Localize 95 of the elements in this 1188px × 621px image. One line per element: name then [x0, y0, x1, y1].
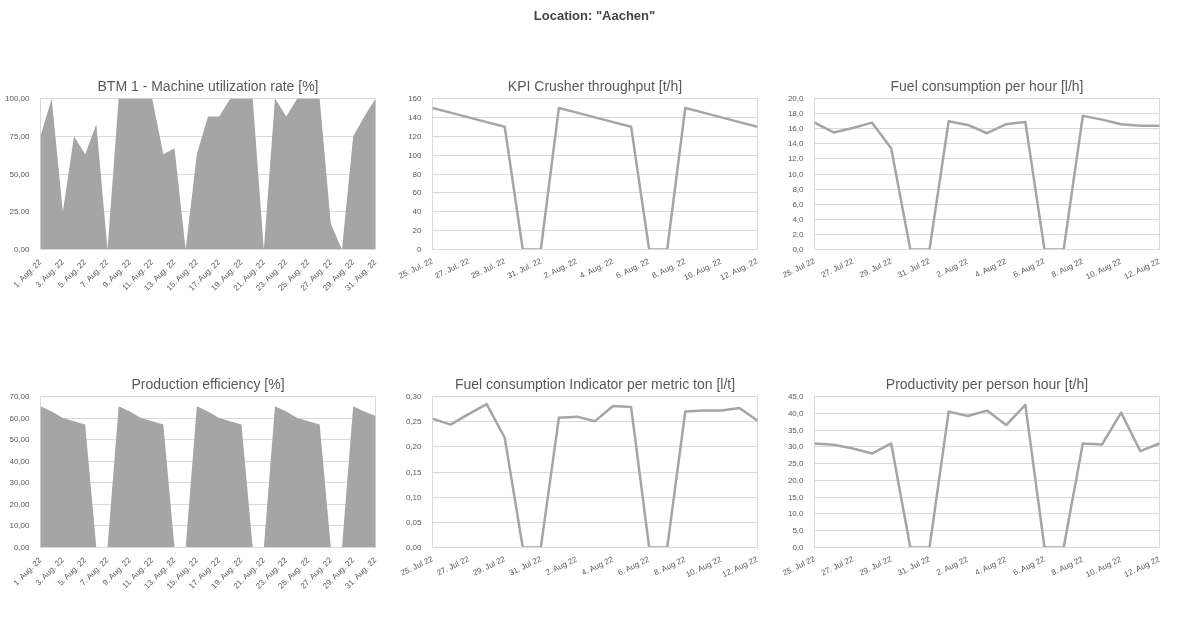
- y-tick-label: 40: [412, 207, 423, 217]
- x-tick-label: 4. Aug. 22: [578, 256, 616, 281]
- y-tick-label: 45,0: [787, 392, 805, 401]
- x-tick-label: 31. Jul. 22: [505, 256, 544, 281]
- x-tick-label: 2. Aug 22: [935, 256, 970, 280]
- y-tick-label: 10,0: [787, 509, 805, 519]
- x-tick-label: 29. Jul 22: [857, 554, 894, 578]
- x-tick-label: 29. Jul 22: [857, 256, 894, 280]
- y-tick-label: 5,0: [792, 526, 805, 536]
- line-series: [432, 106, 758, 250]
- x-tick-label: 8. Aug 22: [1050, 256, 1085, 280]
- y-tick-label: 50,00: [9, 169, 31, 179]
- x-tick-label: 12. Aug 22: [1122, 256, 1162, 282]
- y-tick-label: 12,0: [787, 154, 805, 164]
- y-tick-label: 20,0: [787, 475, 805, 485]
- x-tick-label: 29. Jul. 22: [469, 256, 508, 281]
- chart-title: Productivity per person hour [t/h]: [885, 375, 1089, 392]
- y-tick-label: 100: [408, 150, 423, 160]
- y-tick-label: 0,10: [405, 492, 423, 502]
- chart-title: Fuel consumption per hour [l/h]: [890, 77, 1084, 94]
- x-tick-label: 27. Jul 22: [435, 554, 472, 578]
- chart-title: KPI Crusher throughput [t/h]: [507, 77, 683, 94]
- x-tick-label: 31. Jul 22: [896, 256, 932, 280]
- y-tick-label: 50,00: [9, 435, 31, 445]
- y-tick-label: 6,0: [792, 199, 805, 209]
- y-tick-label: 8,0: [792, 184, 805, 194]
- y-tick-label: 160: [408, 94, 423, 103]
- x-tick-label: 25. Jul 22: [399, 554, 435, 578]
- chart-title: BTM 1 - Machine utilization rate [%]: [97, 77, 319, 94]
- y-tick-label: 40,00: [9, 456, 31, 466]
- y-tick-label: 0,30: [405, 392, 423, 401]
- y-tick-label: 100,00: [5, 94, 31, 103]
- x-tick-label: 25. Jul 22: [781, 554, 817, 578]
- y-tick-label: 20,0: [787, 94, 805, 103]
- y-tick-label: 0: [417, 245, 423, 254]
- y-tick-label: 40,0: [787, 408, 805, 418]
- x-tick-label: 25. Jul 22: [781, 256, 817, 280]
- line-series: [432, 402, 758, 548]
- y-tick-label: 60: [412, 188, 423, 198]
- x-tick-label: 4. Aug 22: [580, 554, 616, 578]
- x-tick-label: 25. Jul. 22: [397, 256, 435, 281]
- line-series: [814, 114, 1160, 250]
- x-tick-label: 31. Jul 22: [507, 554, 544, 578]
- x-tick-label: 10. Aug 22: [1084, 256, 1124, 282]
- y-tick-label: 10,0: [787, 169, 805, 179]
- y-tick-label: 30,00: [9, 478, 31, 488]
- y-tick-label: 25,00: [9, 207, 31, 217]
- x-tick-label: 12. Aug 22: [1122, 554, 1162, 580]
- y-tick-label: 0,0: [792, 245, 805, 254]
- x-tick-label: 6. Aug 22: [1011, 554, 1047, 578]
- y-tick-label: 18,0: [787, 109, 805, 119]
- y-tick-label: 70,00: [9, 392, 31, 401]
- y-tick-label: 60,00: [9, 413, 31, 423]
- y-tick-label: 0,25: [405, 417, 423, 427]
- x-tick-label: 27. Jul 22: [819, 554, 856, 578]
- x-tick-label: 2. Aug 22: [935, 554, 970, 578]
- y-tick-label: 0,00: [13, 245, 31, 254]
- y-tick-label: 25,0: [787, 459, 805, 469]
- y-tick-label: 140: [408, 112, 423, 122]
- y-tick-label: 0,0: [792, 543, 805, 552]
- x-tick-label: 27. Jul 22: [819, 256, 856, 280]
- y-tick-label: 0,00: [13, 543, 31, 552]
- text: Location: "Aachen": [533, 7, 656, 23]
- y-tick-label: 4,0: [792, 214, 805, 224]
- x-tick-label: 6. Aug 22: [1011, 256, 1047, 280]
- y-tick-label: 80: [412, 169, 423, 179]
- x-tick-label: 6. Aug. 22: [614, 256, 652, 281]
- y-tick-label: 20: [412, 226, 423, 236]
- x-tick-label: 31. Jul 22: [896, 554, 932, 578]
- y-tick-label: 0,20: [405, 442, 423, 452]
- y-tick-label: 15,0: [787, 492, 805, 502]
- x-tick-label: 27. Jul. 22: [433, 256, 472, 281]
- x-tick-label: 2. Aug 22: [544, 554, 579, 578]
- x-tick-label: 2. Aug. 22: [542, 256, 579, 281]
- x-tick-label: 10. Aug 22: [1084, 554, 1124, 580]
- y-tick-label: 35,0: [787, 425, 805, 435]
- y-tick-label: 0,05: [405, 517, 423, 527]
- x-tick-label: 4. Aug 22: [973, 256, 1009, 280]
- chart-title: Production efficiency [%]: [131, 375, 285, 392]
- y-tick-label: 10,00: [9, 521, 31, 531]
- y-tick-label: 30,0: [787, 442, 805, 452]
- x-tick-label: 6. Aug 22: [616, 554, 652, 578]
- y-tick-label: 2,0: [792, 229, 805, 239]
- y-tick-label: 20,00: [9, 499, 31, 509]
- chart-title: Fuel consumption Indicator per metric ton [l/t]: [454, 375, 736, 392]
- y-tick-label: 14,0: [787, 139, 805, 149]
- y-tick-label: 75,00: [9, 131, 31, 141]
- y-tick-label: 0,00: [405, 543, 423, 552]
- line-series: [814, 403, 1160, 548]
- x-tick-label: 8. Aug 22: [1050, 554, 1085, 578]
- y-tick-label: 120: [408, 131, 423, 141]
- y-tick-label: 0,15: [405, 467, 423, 477]
- y-tick-label: 16,0: [787, 124, 805, 134]
- x-tick-label: 4. Aug 22: [973, 554, 1009, 578]
- x-tick-label: 29. Jul 22: [471, 554, 508, 578]
